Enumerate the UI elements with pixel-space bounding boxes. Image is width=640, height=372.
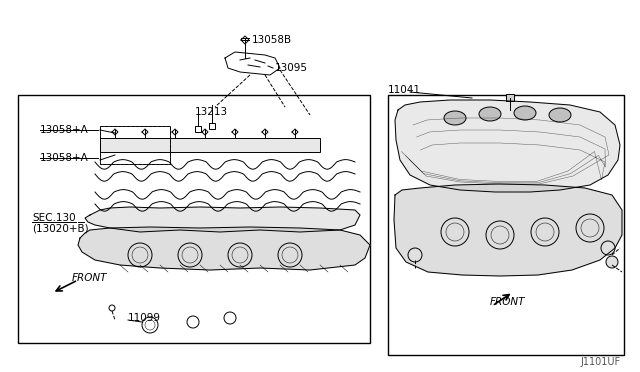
Ellipse shape [549, 108, 571, 122]
Bar [18, 95, 370, 343]
Text: 11099: 11099 [128, 313, 161, 323]
Text: (13020+B): (13020+B) [32, 223, 88, 233]
Bar [100, 138, 320, 152]
Ellipse shape [479, 107, 501, 121]
Bar [506, 94, 514, 101]
Text: 11041: 11041 [388, 85, 421, 95]
Text: 13058+A: 13058+A [40, 125, 89, 135]
Bar [100, 126, 170, 164]
Bar [195, 126, 201, 132]
Text: 13095: 13095 [275, 63, 308, 73]
Text: 13058+A: 13058+A [40, 153, 89, 163]
Text: J1101UF: J1101UF [580, 357, 620, 367]
Ellipse shape [514, 106, 536, 120]
Text: 13058B: 13058B [252, 35, 292, 45]
Bar [209, 123, 215, 129]
Ellipse shape [444, 111, 466, 125]
Polygon shape [394, 184, 622, 276]
Polygon shape [78, 227, 370, 270]
Polygon shape [85, 207, 360, 232]
Bar [100, 126, 170, 164]
Circle shape [601, 241, 615, 255]
Text: SEC.130: SEC.130 [32, 213, 76, 223]
Polygon shape [395, 100, 620, 192]
Text: FRONT: FRONT [490, 297, 525, 307]
Circle shape [408, 248, 422, 262]
Text: FRONT: FRONT [72, 273, 108, 283]
Bar [388, 95, 624, 355]
Circle shape [606, 256, 618, 268]
Text: 13213: 13213 [195, 107, 228, 117]
